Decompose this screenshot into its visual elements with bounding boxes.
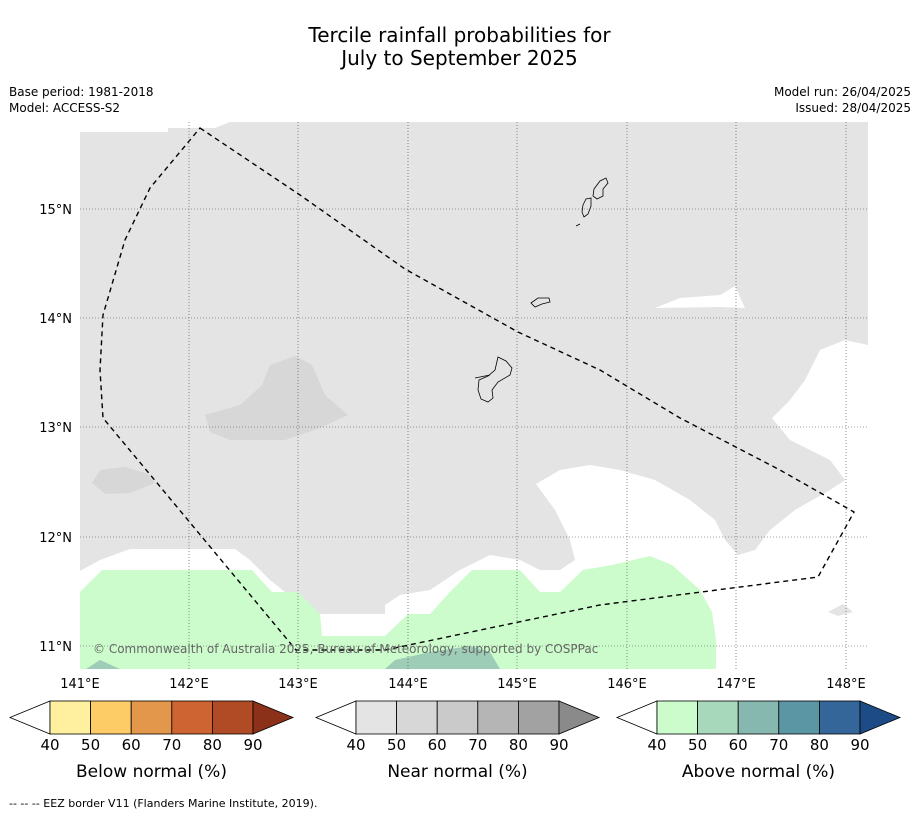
island-saipan xyxy=(592,177,609,200)
colorbar-tick-label: 80 xyxy=(203,736,222,754)
island-guam xyxy=(477,356,513,403)
colorbar-segment xyxy=(130,700,173,735)
colorbar-tick-label: 50 xyxy=(81,736,100,754)
base-period-text: Base period: 1981-2018 xyxy=(9,85,154,99)
colorbar-tick-label: 50 xyxy=(387,736,406,754)
colorbar-segment xyxy=(778,700,820,735)
lon-label-144e: 144°E xyxy=(388,677,428,692)
colorbar-tick-label: 50 xyxy=(688,736,707,754)
colorbar-extend-low xyxy=(8,700,51,735)
colorbar-tick-label: 60 xyxy=(729,736,748,754)
lon-label-148e: 148°E xyxy=(826,677,866,692)
colorbar-segment xyxy=(396,700,438,735)
eez-footnote: -- -- -- EEZ border V11 (Flanders Marine… xyxy=(9,797,318,810)
island-rota xyxy=(530,297,551,308)
lon-label-146e: 146°E xyxy=(607,677,647,692)
map-credit: © Commonwealth of Australia 2025, Bureau… xyxy=(93,642,598,656)
colorbar-tick-label: 90 xyxy=(243,736,262,754)
colorbar-tick-label: 70 xyxy=(468,736,487,754)
colorbar-segment xyxy=(477,700,519,735)
map-area: © Commonwealth of Australia 2025, Bureau… xyxy=(80,122,868,669)
colorbar-segment xyxy=(737,700,780,735)
lon-label-143e: 143°E xyxy=(278,677,318,692)
colorbar-label: Near normal (%) xyxy=(387,762,527,782)
colorbar-tick-label: 40 xyxy=(346,736,365,754)
lat-label-12n: 12°N xyxy=(39,531,72,546)
colorbar-segment xyxy=(211,700,254,735)
lat-label-13n: 13°N xyxy=(39,421,72,436)
island-tinian xyxy=(581,197,592,218)
lat-label-14n: 14°N xyxy=(39,312,72,327)
colorbar-legend: 40 50 60 70 80 90 Below normal (%) 40 50 60 70 80 90… xyxy=(8,700,902,782)
colorbar-near-normal: 40 50 60 70 80 90 Near normal (%) xyxy=(314,700,601,782)
island-guam-cap xyxy=(474,374,491,379)
colorbar-tick-label: 70 xyxy=(769,736,788,754)
colorbar-tick-label: 60 xyxy=(428,736,447,754)
colorbar-above-normal: 40 50 60 70 80 90 Above normal (%) xyxy=(615,700,902,782)
map-figure: © Commonwealth of Australia 2025, Bureau… xyxy=(8,122,902,782)
colorbar-extend-low xyxy=(615,700,658,735)
colorbar-segment xyxy=(819,700,861,735)
colorbar-tick-label: 80 xyxy=(810,736,829,754)
colorbar-extend-high xyxy=(558,700,601,735)
above-normal-50-region xyxy=(86,646,500,669)
colorbar-segment xyxy=(171,700,213,735)
colorbar-segment xyxy=(436,700,479,735)
colorbar-extend-high xyxy=(859,700,902,735)
near-normal-40-speck-east xyxy=(828,604,853,616)
issued-text: Issued: 28/04/2025 xyxy=(795,101,911,115)
colorbar-segment xyxy=(355,700,397,735)
colorbar-segment xyxy=(697,700,739,735)
colorbar-extend-low xyxy=(314,700,357,735)
ocean-patch-14n xyxy=(655,286,745,308)
island-aguijan xyxy=(575,223,581,227)
colorbar-extend-high xyxy=(252,700,295,735)
model-run-text: Model run: 26/04/2025 xyxy=(773,85,911,99)
lon-label-142e: 142°E xyxy=(169,677,209,692)
colorbar-segment xyxy=(656,700,698,735)
lon-label-145e: 145°E xyxy=(497,677,537,692)
colorbar-tick-label: 90 xyxy=(549,736,568,754)
gridlines xyxy=(80,122,868,669)
lat-label-11n: 11°N xyxy=(39,640,72,655)
colorbar-label: Below normal (%) xyxy=(76,762,227,782)
lon-label-141e: 141°E xyxy=(60,677,100,692)
model-text: Model: ACCESS-S2 xyxy=(9,101,121,115)
colorbar-below-normal: 40 50 60 70 80 90 Below normal (%) xyxy=(8,700,295,782)
colorbar-segment xyxy=(90,700,132,735)
lon-label-147e: 147°E xyxy=(716,677,756,692)
near-normal-40-region xyxy=(80,122,868,614)
map-title-line-1: Tercile rainfall probabilities for xyxy=(308,23,611,47)
colorbar-tick-label: 90 xyxy=(850,736,869,754)
colorbar-tick-label: 60 xyxy=(122,736,141,754)
near-normal-50-patch-center xyxy=(205,356,348,440)
latitude-labels: 15°N 14°N 13°N 12°N 11°N xyxy=(39,203,72,655)
colorbar-tick-label: 70 xyxy=(162,736,181,754)
map-title-line-2: July to September 2025 xyxy=(341,46,578,70)
colorbar-segment xyxy=(518,700,560,735)
near-normal-50-patch-west xyxy=(92,467,155,494)
longitude-labels: 141°E 142°E 143°E 144°E 145°E 146°E 147°… xyxy=(60,677,866,692)
colorbar-tick-label: 40 xyxy=(40,736,59,754)
colorbar-tick-label: 80 xyxy=(509,736,528,754)
lat-label-15n: 15°N xyxy=(39,203,72,218)
ocean-notch-top xyxy=(80,122,230,132)
above-normal-40-region xyxy=(80,556,716,669)
colorbar-tick-label: 40 xyxy=(647,736,666,754)
colorbar-segment xyxy=(49,700,91,735)
colorbar-label: Above normal (%) xyxy=(682,762,835,782)
